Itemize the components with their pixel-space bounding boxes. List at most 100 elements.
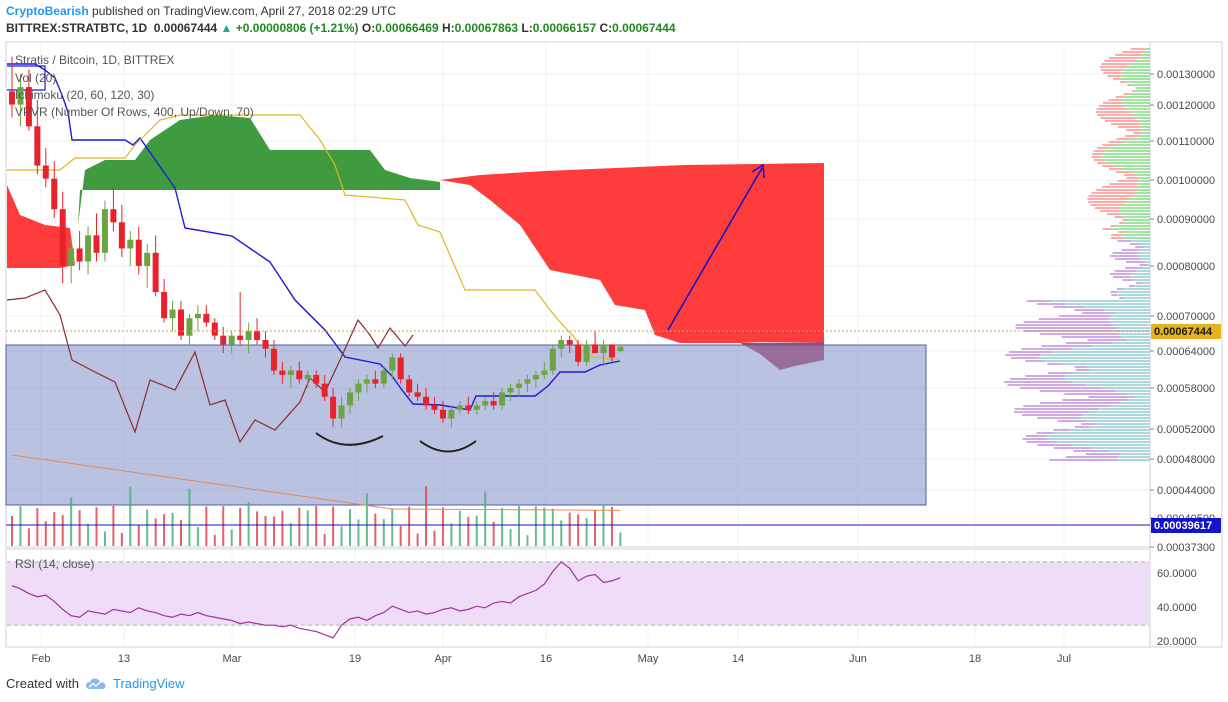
legend-title: Stratis / Bitcoin, 1D, BITTREX [15, 53, 174, 67]
volume-bar [492, 521, 495, 546]
volume-bar [594, 509, 597, 546]
volume-bar [87, 524, 90, 546]
vpvr-row-up [1126, 66, 1150, 68]
vpvr-row-up [1132, 279, 1150, 281]
vpvr-row-up [1116, 225, 1150, 227]
vpvr-row-down [1057, 420, 1087, 422]
vpvr-row-down [1112, 276, 1131, 278]
vpvr-row-up [1117, 294, 1150, 296]
volume-bar [475, 515, 478, 546]
candle-body [431, 405, 438, 410]
vpvr-row-up [1116, 327, 1150, 329]
chikou-line [6, 289, 414, 444]
vpvr-row-down [1135, 246, 1144, 248]
candle-body [220, 335, 227, 345]
vpvr-row-up [1126, 108, 1150, 110]
vpvr-row-up [1147, 264, 1150, 266]
candle-body [338, 405, 345, 419]
symbol-text: BITTREX:STRATBTC, 1D [6, 21, 148, 35]
candle-body [101, 209, 108, 253]
vpvr-row-down [1100, 210, 1120, 212]
vpvr-row-up [1121, 78, 1150, 80]
candle-body [76, 248, 83, 262]
vpvr-row-down [1047, 372, 1074, 374]
volume-bar [112, 506, 115, 546]
volume-bar [256, 511, 259, 546]
price-axis[interactable] [1149, 41, 1223, 648]
vpvr-row-up [1052, 351, 1150, 353]
vpvr-row-down [1112, 78, 1122, 80]
candle-body [363, 379, 370, 384]
right-cup-arc[interactable] [419, 440, 477, 453]
candle-body [296, 370, 303, 380]
vpvr-row-up [1109, 405, 1150, 407]
candle-body [152, 252, 159, 293]
vpvr-row-down [1102, 228, 1111, 230]
volume-bar [180, 520, 182, 546]
vpvr-row-up [1109, 450, 1150, 452]
vpvr-row-down [1100, 69, 1124, 71]
vpvr-row-up [1141, 267, 1150, 269]
price-tick-label: 0.00048000 [1157, 454, 1215, 466]
tradingview-link[interactable]: TradingView [112, 676, 185, 691]
time-tick-label: 16 [540, 653, 552, 665]
high-label: H: [441, 21, 455, 35]
volume-bar [458, 510, 461, 546]
left-cup-arc[interactable] [315, 432, 384, 446]
vpvr-row-up [1137, 186, 1150, 188]
vpvr-row-up [1123, 216, 1150, 218]
vpvr-row-down [1132, 90, 1136, 92]
vpvr-row-up [1144, 48, 1150, 50]
volume-bar [518, 506, 520, 546]
vpvr-row-down [1039, 402, 1120, 404]
vpvr-row-down [1007, 384, 1087, 386]
vpvr-row-down [1117, 180, 1139, 182]
vpvr-row-up [1073, 381, 1150, 383]
vpvr-row-down [1123, 93, 1129, 95]
time-ticks: Feb 13 Mar 19 Apr 16 May 14 Jun 18 Jul [32, 653, 1072, 665]
candle-body [304, 374, 311, 380]
vpvr-row-up [1130, 84, 1150, 86]
vpvr-row-up [1140, 126, 1150, 128]
candle-body [110, 209, 117, 223]
high-value: 0.00067863 [454, 21, 519, 35]
vpvr-row-down [1065, 456, 1119, 458]
vpvr-row-up [1138, 252, 1150, 254]
time-tick-label: 19 [349, 653, 361, 665]
vpvr-row-up [1124, 222, 1150, 224]
vpvr-row-up [1127, 219, 1150, 221]
vpvr-row-down [1114, 216, 1124, 218]
price-tick-label: 0.00037300 [1157, 542, 1215, 554]
vpvr-row-down [1087, 198, 1130, 200]
vpvr-row-down [1115, 96, 1125, 98]
vpvr-row-up [1138, 57, 1150, 59]
ichimoku-lines [6, 63, 621, 444]
price-tick-label: 0.00064000 [1157, 346, 1215, 358]
vpvr-row-down [1107, 75, 1121, 77]
vpvr-row-up [1101, 387, 1150, 389]
candle-body [380, 370, 387, 384]
vpvr-row-down [1091, 192, 1136, 194]
target-arrow-line[interactable] [667, 167, 763, 331]
volume-bar [501, 507, 504, 546]
vpvr-row-up [1130, 240, 1150, 242]
current-price-label: 0.00067444 [1154, 326, 1213, 338]
vpvr-row-down [1104, 60, 1136, 62]
vpvr-row-up [1129, 171, 1150, 173]
candle-body [490, 401, 497, 406]
last-price: 0.00067444 [153, 21, 218, 35]
vpvr-row-up [1109, 315, 1150, 317]
vpvr-row-up [1131, 138, 1150, 140]
candle-body [423, 396, 430, 406]
legend-rsi: RSI (14, close) [15, 557, 94, 571]
vpvr-row-down [1088, 195, 1133, 197]
support-zone-box[interactable] [5, 344, 927, 506]
price-tick-label: 0.00120000 [1157, 100, 1215, 112]
vpvr-row-up [1130, 63, 1150, 65]
author-link[interactable]: CryptoBearish [6, 4, 89, 18]
candle-body [270, 348, 277, 371]
vpvr-row-up [1140, 282, 1150, 284]
vpvr-row-up [1124, 231, 1150, 233]
candle-body [414, 392, 421, 397]
